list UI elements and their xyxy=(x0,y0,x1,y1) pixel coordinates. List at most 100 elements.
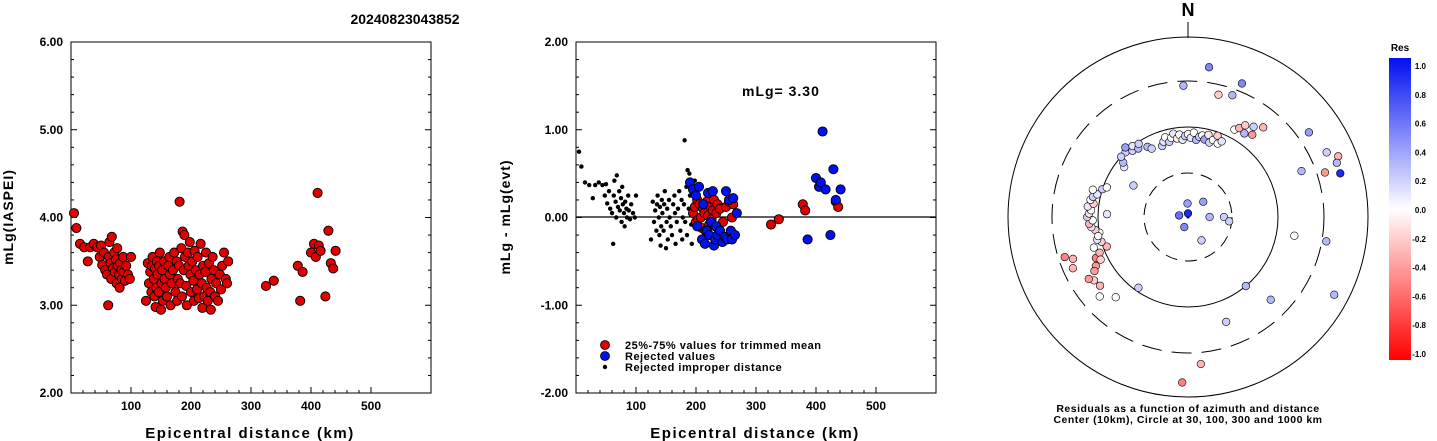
polar-point xyxy=(1241,281,1250,291)
polar-point xyxy=(1204,63,1214,72)
middle-point-rejected xyxy=(698,199,709,210)
middle-point-improper xyxy=(662,188,667,194)
polar-point xyxy=(1102,242,1111,251)
left-point-used xyxy=(124,273,135,284)
legend-marker-rejected xyxy=(600,351,610,361)
polar-point xyxy=(1205,212,1214,222)
polar-point xyxy=(1095,292,1104,301)
middle-point-improper xyxy=(668,224,673,229)
middle-point-rejected xyxy=(731,208,742,219)
colorbar-tick-label: -1.0 xyxy=(1412,350,1426,359)
polar-point xyxy=(1290,231,1299,240)
middle-point-improper xyxy=(611,241,616,247)
middle-point-improper xyxy=(603,181,609,187)
middle-point-improper xyxy=(665,237,670,242)
outer-ring-1000km xyxy=(1007,36,1369,398)
middle-point-improper xyxy=(612,178,617,183)
polar-point xyxy=(1241,121,1250,130)
colorbar-tick-label: -0.4 xyxy=(1412,264,1426,273)
polar-point xyxy=(1129,181,1138,190)
middle-point-rejected xyxy=(720,186,732,197)
middle-point-improper xyxy=(605,201,610,206)
middle-point-improper xyxy=(632,215,637,220)
legend-label-improper: Rejected improper distance xyxy=(625,362,782,374)
left-ytick-label: 3.00 xyxy=(40,298,64,312)
middle-xlabel: Epicentral distance (km) xyxy=(650,425,859,441)
caption-line-1: Residuals as a function of azimuth and d… xyxy=(1056,403,1319,415)
middle-point-improper xyxy=(654,228,659,233)
left-point-used xyxy=(212,295,224,306)
polar-point xyxy=(1322,237,1331,246)
middle-point-improper xyxy=(662,202,667,207)
middle-point-improper xyxy=(678,228,683,233)
middle-point-improper xyxy=(675,206,681,211)
ring-30km xyxy=(1143,172,1233,262)
polar-point xyxy=(1117,152,1126,161)
middle-point-improper xyxy=(608,206,613,211)
left-point-used xyxy=(320,291,331,302)
left-ytick-label: 2.00 xyxy=(40,386,64,400)
polar-point xyxy=(1121,143,1130,152)
polar-point xyxy=(1094,231,1103,241)
middle-point-improper xyxy=(619,219,624,225)
middle-point-improper xyxy=(617,208,622,213)
middle-ticks: 100 200 300 400 500 -2.00 -1.00 0.00 1.00 2.00 xyxy=(541,35,936,413)
middle-point-rejected xyxy=(692,221,703,232)
middle-point-improper xyxy=(681,202,687,207)
polar-point xyxy=(1217,137,1226,146)
left-point-used xyxy=(328,263,339,274)
middle-point-rejected xyxy=(830,194,841,205)
left-point-used xyxy=(323,225,334,236)
polar-point xyxy=(1068,254,1078,263)
middle-point-improper xyxy=(614,215,619,220)
left-point-used xyxy=(223,256,234,267)
middle-point-improper xyxy=(672,193,677,198)
left-point-used xyxy=(315,245,326,256)
middle-point-improper xyxy=(602,193,607,198)
middle-point-improper xyxy=(590,195,595,201)
middle-point-improper xyxy=(667,215,672,220)
middle-point-used xyxy=(800,205,811,216)
legend-label-used: 25%-75% values for trimmed mean xyxy=(625,340,821,352)
middle-point-improper xyxy=(685,167,690,173)
middle-point-improper xyxy=(687,171,692,176)
middle-point-improper xyxy=(680,237,685,242)
left-point-used xyxy=(195,238,206,249)
polar-point xyxy=(1240,129,1249,138)
left-xtick-label: 300 xyxy=(241,399,261,413)
middle-xtick-label: 300 xyxy=(746,399,766,413)
north-label: N xyxy=(1182,0,1195,20)
left-point-used xyxy=(103,300,114,311)
colorbar-ticks: 1.0 0.8 0.6 0.4 0.2 0.0 -0.2 -0.4 -0.6 -0.8 -1.0 xyxy=(1412,62,1426,359)
left-point-used xyxy=(268,275,279,286)
middle-xtick-label: 500 xyxy=(866,399,886,413)
left-point-used xyxy=(71,222,82,234)
polar-point xyxy=(1222,317,1231,326)
left-point-used xyxy=(192,251,203,263)
middle-point-improper xyxy=(627,217,633,222)
middle-point-improper xyxy=(682,138,687,143)
polar-point xyxy=(1060,252,1069,262)
polar-point xyxy=(1102,183,1111,192)
left-ytick-label: 4.00 xyxy=(40,211,64,225)
middle-point-improper xyxy=(660,210,665,216)
middle-point-improper xyxy=(626,208,631,213)
left-point-used xyxy=(153,287,164,298)
middle-point-rejected xyxy=(707,186,718,197)
left-panel: Epicentral distance (km) mLg(IASPEI) 100… xyxy=(0,35,432,441)
left-point-used xyxy=(181,300,192,311)
middle-point-improper xyxy=(666,197,672,203)
figure-title: 20240823043852 xyxy=(350,11,459,27)
colorbar-tick-label: 0.8 xyxy=(1415,91,1427,100)
middle-point-rejected xyxy=(728,193,739,204)
polar-marks xyxy=(1060,63,1345,387)
colorbar-tick-label: -0.8 xyxy=(1412,321,1426,330)
left-point-used xyxy=(121,260,132,271)
ring-300km xyxy=(1051,80,1325,354)
polar-point xyxy=(1196,359,1205,369)
middle-point-improper xyxy=(623,199,628,204)
colorbar-tick-label: 0.0 xyxy=(1415,206,1427,215)
middle-ytick-label: -2.00 xyxy=(541,386,569,400)
legend-label-rejected: Rejected values xyxy=(625,351,716,363)
colorbar-title: Res xyxy=(1391,43,1410,54)
